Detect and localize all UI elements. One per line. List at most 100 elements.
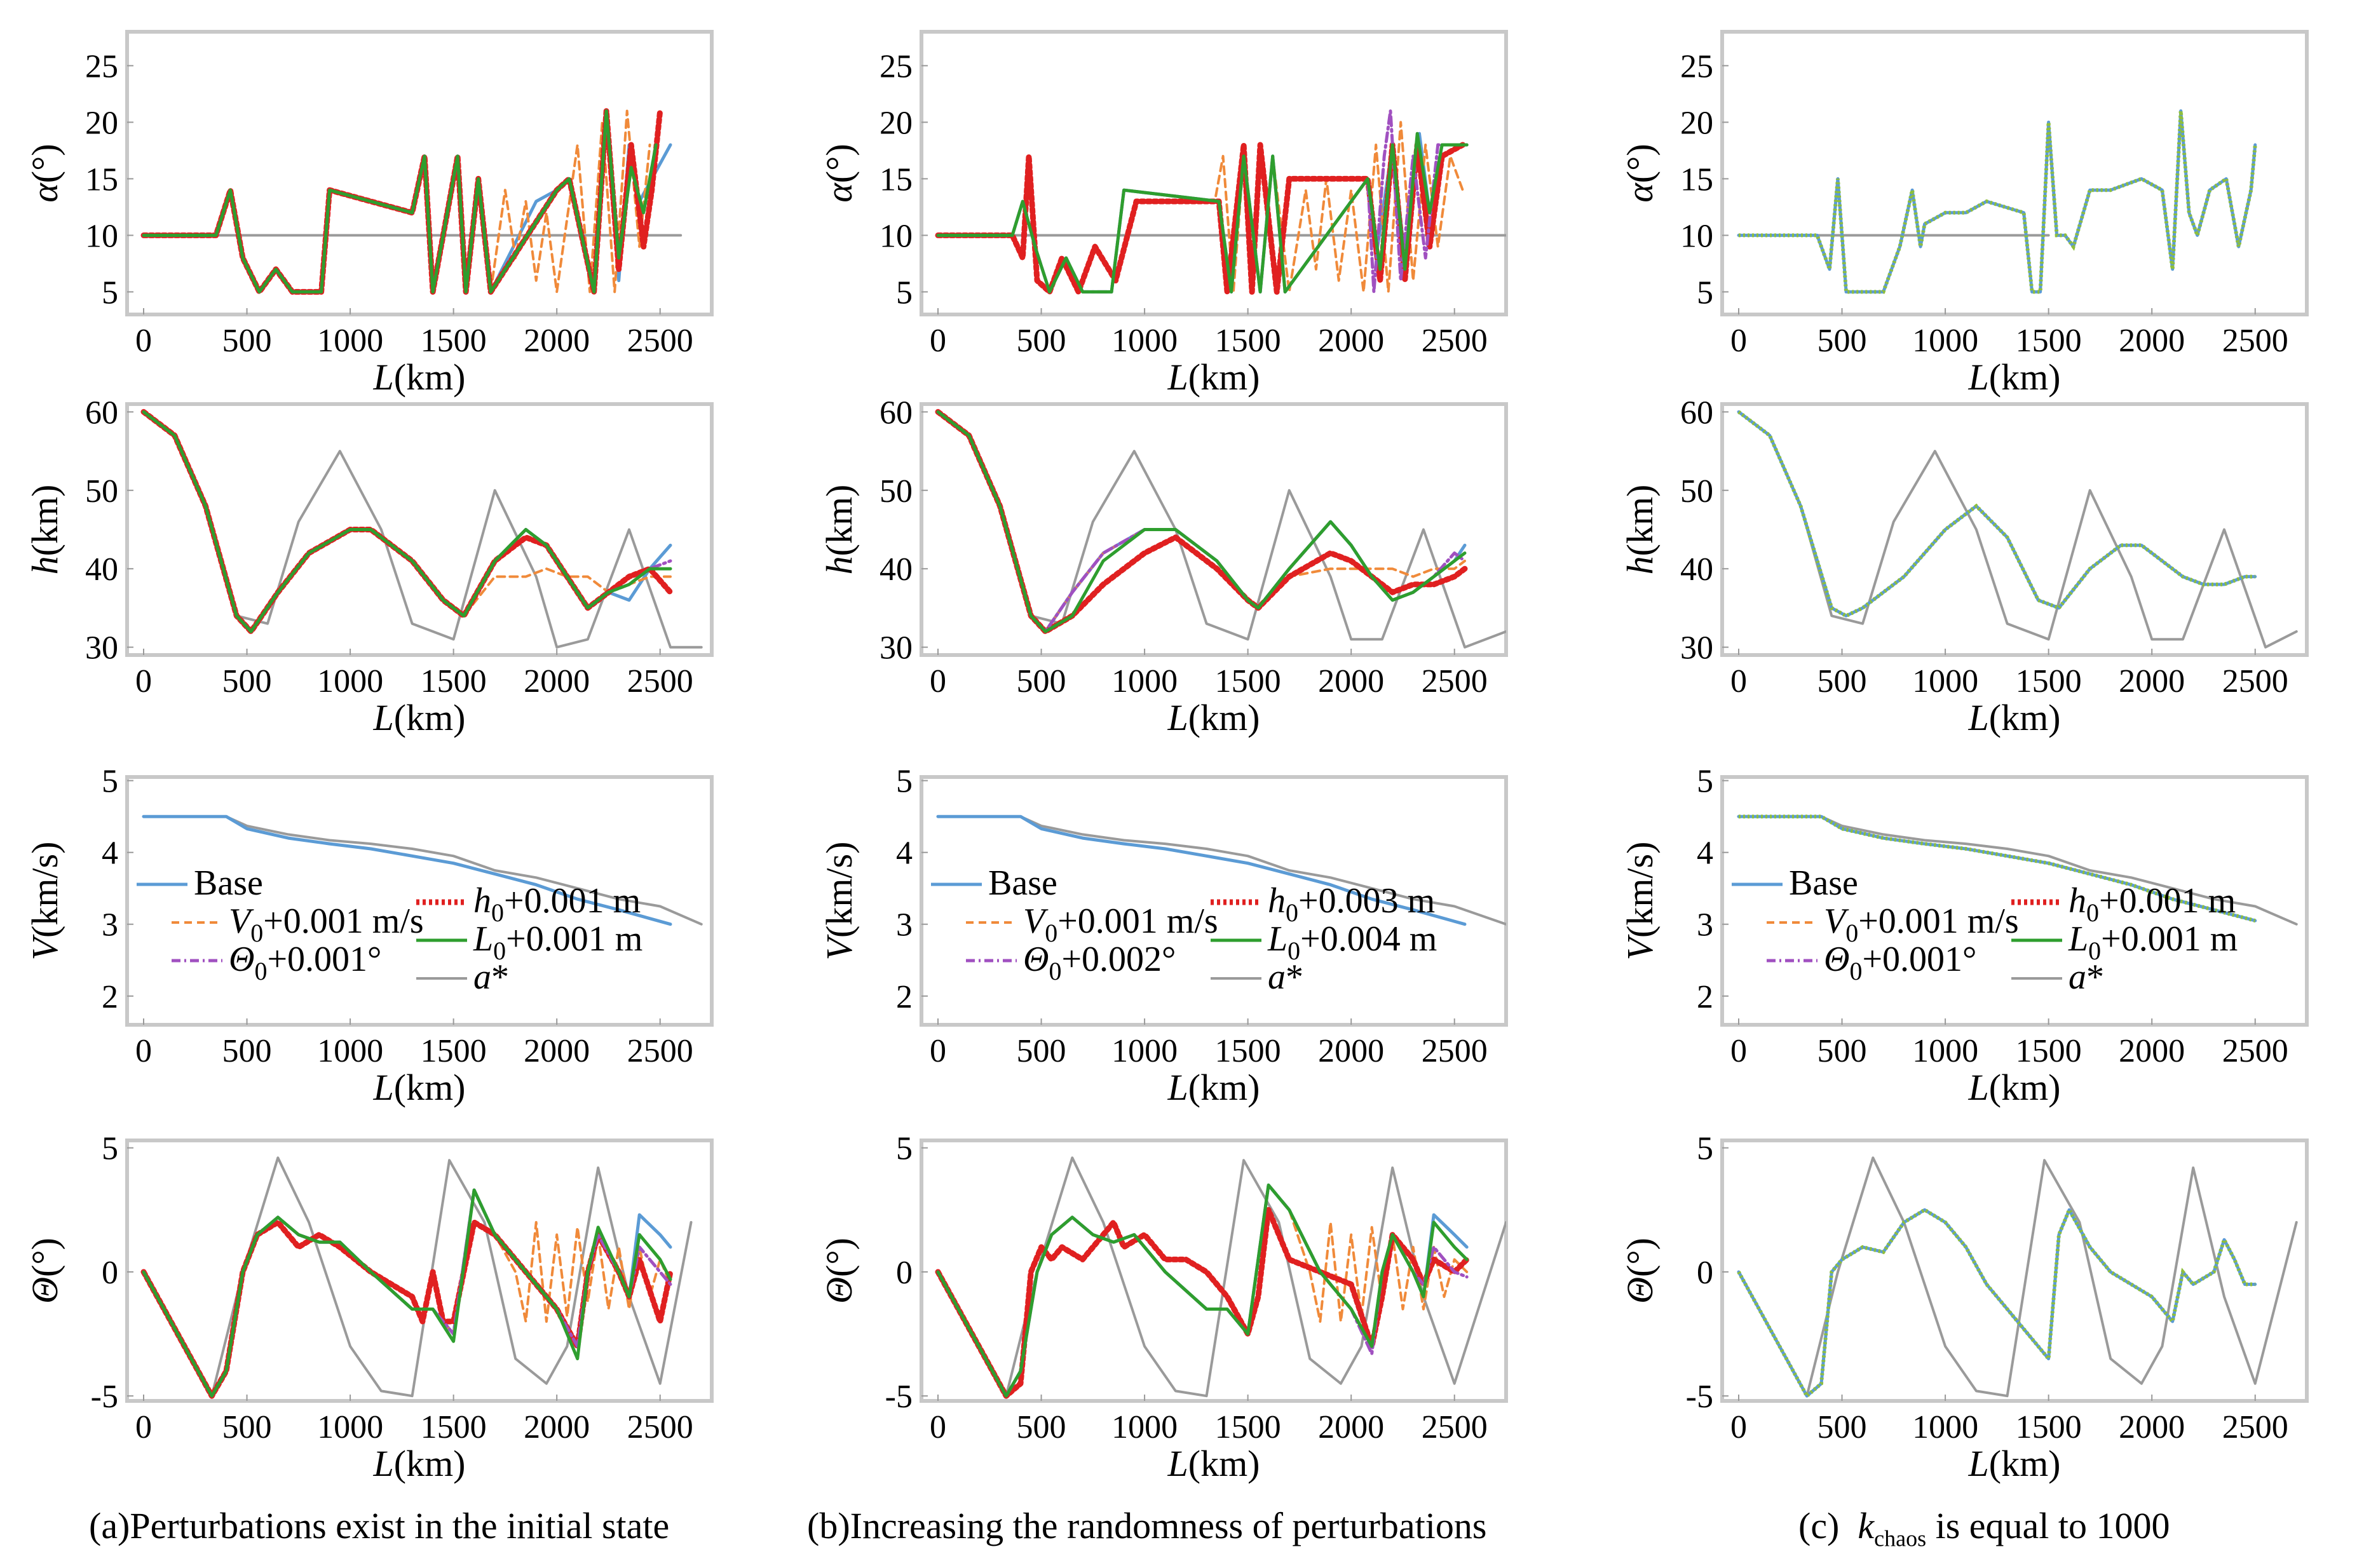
y-tick-label: 4 — [102, 835, 118, 872]
y-tick-label: 20 — [85, 105, 118, 141]
y-tick-label: 2 — [896, 979, 913, 1015]
x-tick-label: 0 — [930, 1033, 946, 1069]
y-tick-label: 20 — [880, 105, 913, 141]
x-tick-label: 500 — [222, 1033, 272, 1069]
x-tick-label: 1000 — [1111, 1033, 1178, 1069]
x-axis-label: L(km) — [1967, 697, 2060, 738]
series-group — [935, 1156, 1506, 1399]
x-axis-label: L(km) — [1167, 356, 1260, 398]
y-axis-label: h(km) — [819, 485, 860, 575]
chart-V-2: 0 500 1000 1500 2000 2500 2 3 4 5 L(km) V(km/s) Base… — [1619, 764, 2309, 1108]
series-line-base — [936, 814, 1467, 926]
y-tick-label: 50 — [1680, 473, 1713, 510]
series-group — [1737, 410, 2298, 649]
chart-h-2: 0 500 1000 1500 2000 2500 30 40 50 60 L(km) h(km) — [1619, 395, 2309, 738]
y-tick-label: 2 — [1697, 979, 1713, 1015]
series-line-combined — [1739, 814, 2256, 923]
y-axis-label: h(km) — [24, 485, 65, 575]
legend-label-l0: L0+0.001 m — [473, 919, 642, 965]
y-tick-label: 60 — [1680, 395, 1713, 431]
legend-label-astar: a* — [1268, 957, 1303, 997]
y-tick-label: 60 — [880, 395, 913, 431]
y-axis-label: V(km/s) — [819, 842, 860, 961]
y-tick-label: 15 — [85, 161, 118, 198]
legend-label-h0: h0+0.001 m — [473, 881, 641, 927]
x-tick-label: 1500 — [2016, 1033, 2082, 1069]
y-axis-label: α(°) — [24, 144, 65, 202]
y-tick-label: 50 — [85, 473, 118, 510]
x-tick-label: 0 — [135, 663, 152, 700]
x-tick-label: 1000 — [1111, 323, 1178, 359]
x-tick-label: 500 — [222, 323, 272, 359]
x-axis-label: L(km) — [372, 1443, 465, 1484]
x-tick-label: 1500 — [1215, 1033, 1281, 1069]
y-tick-label: 5 — [1697, 1131, 1713, 1167]
plot-frame — [125, 402, 714, 657]
x-tick-label: 2000 — [1318, 323, 1384, 359]
x-tick-label: 2500 — [2222, 323, 2288, 359]
series-line-l0 — [142, 410, 672, 633]
caption-c-sub: chaos — [1874, 1525, 1927, 1551]
series-line-l0 — [142, 1188, 672, 1398]
x-tick-label: 1000 — [1912, 1033, 1978, 1069]
x-axis-label: L(km) — [1167, 697, 1260, 738]
x-axis-label: L(km) — [1967, 356, 2060, 398]
y-tick-label: 0 — [102, 1255, 118, 1291]
x-tick-label: 0 — [1730, 663, 1747, 700]
legend-label-theta0: Θ0+0.001° — [229, 940, 381, 985]
y-tick-label: 0 — [896, 1255, 913, 1291]
x-tick-label: 1500 — [1215, 323, 1281, 359]
caption-c-prefix: (c) — [1798, 1505, 1858, 1546]
y-axis-label: Θ(°) — [1619, 1238, 1661, 1304]
y-tick-label: 3 — [102, 907, 118, 943]
x-tick-label: 500 — [1017, 1033, 1066, 1069]
legend-label-astar: a* — [2069, 957, 2104, 997]
chart-theta-2: 0 500 1000 1500 2000 2500 -5 0 5 L(km) Θ(°) — [1619, 1131, 2309, 1484]
x-tick-label: 1000 — [317, 323, 383, 359]
x-tick-label: 0 — [135, 1409, 152, 1445]
x-tick-label: 500 — [1817, 323, 1867, 359]
y-tick-label: 5 — [1697, 764, 1713, 800]
x-tick-label: 0 — [930, 663, 946, 700]
x-tick-label: 1500 — [1215, 1409, 1281, 1445]
chart-V-0: 0 500 1000 1500 2000 2500 2 3 4 5 L(km) V(km/s) Base… — [24, 764, 714, 1108]
x-tick-label: 0 — [135, 1033, 152, 1069]
x-tick-label: 2500 — [627, 323, 693, 359]
y-tick-label: 30 — [85, 630, 118, 666]
legend-label-astar: a* — [473, 957, 509, 997]
y-tick-label: -5 — [91, 1379, 118, 1415]
y-axis-label: α(°) — [1619, 144, 1661, 202]
series-group — [142, 814, 703, 926]
x-tick-label: 1000 — [317, 663, 383, 700]
caption-c-k: k — [1858, 1505, 1875, 1546]
y-tick-label: 40 — [1680, 551, 1713, 588]
x-tick-label: 500 — [1017, 1409, 1066, 1445]
y-tick-label: 5 — [1697, 274, 1713, 311]
x-tick-label: 0 — [1730, 323, 1747, 359]
chart-alpha-0: 0 500 1000 1500 2000 2500 5 10 15 20 25 L(km) α(°) — [24, 30, 714, 398]
x-tick-label: 1000 — [1912, 663, 1978, 700]
y-tick-label: 5 — [102, 274, 118, 311]
legend-label-theta0: Θ0+0.001° — [1824, 940, 1976, 985]
series-group — [140, 409, 703, 649]
x-tick-label: 1000 — [1912, 1409, 1978, 1445]
x-tick-label: 500 — [1017, 323, 1066, 359]
x-tick-label: 1500 — [2016, 1409, 2082, 1445]
series-line-astar — [937, 815, 1506, 926]
x-tick-label: 2500 — [627, 1409, 693, 1445]
legend-label-l0: L0+0.004 m — [1267, 919, 1437, 965]
legend-label-h0: h0+0.003 m — [1268, 881, 1435, 927]
x-tick-label: 0 — [930, 323, 946, 359]
y-tick-label: 3 — [896, 907, 913, 943]
x-tick-label: 2500 — [1422, 663, 1488, 700]
x-axis-label: L(km) — [372, 697, 465, 738]
x-tick-label: 500 — [1817, 1033, 1867, 1069]
caption-c-suffix: is equal to 1000 — [1926, 1505, 2170, 1546]
x-axis-label: L(km) — [1167, 1067, 1260, 1108]
x-tick-label: 1000 — [1912, 323, 1978, 359]
y-tick-label: 40 — [85, 551, 118, 588]
series-group — [935, 109, 1506, 295]
series-group — [140, 1156, 693, 1399]
series-line-combined — [1739, 111, 2257, 294]
